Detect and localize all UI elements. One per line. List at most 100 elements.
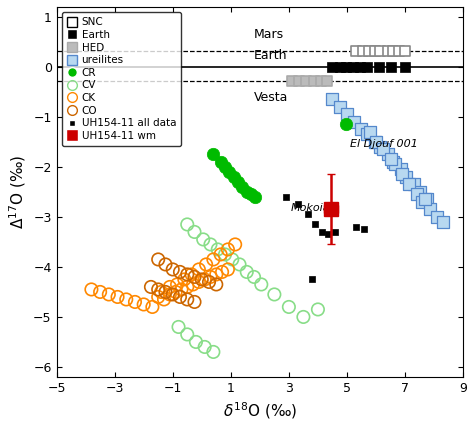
Point	[406, 181, 413, 188]
Point	[364, 131, 371, 138]
Point	[212, 271, 220, 278]
Point	[257, 281, 265, 288]
Point	[352, 223, 359, 230]
Point	[361, 226, 368, 233]
Point	[183, 283, 191, 290]
Point	[295, 77, 303, 84]
Y-axis label: $\Delta^{17}$O (‰): $\Delta^{17}$O (‰)	[7, 155, 27, 229]
Text: Mokoia: Mokoia	[291, 203, 330, 213]
Point	[183, 271, 191, 278]
Point	[423, 196, 430, 203]
Point	[230, 173, 237, 180]
Point	[207, 273, 214, 280]
Point	[352, 48, 359, 54]
Point	[358, 126, 365, 133]
X-axis label: $\delta^{18}$O (‰): $\delta^{18}$O (‰)	[223, 400, 297, 421]
Point	[288, 77, 296, 84]
Point	[350, 119, 358, 125]
Point	[328, 96, 336, 103]
Point	[155, 294, 162, 300]
Point	[210, 348, 217, 355]
Point	[140, 301, 147, 308]
Point	[191, 298, 198, 305]
Point	[234, 178, 242, 185]
Point	[397, 166, 404, 173]
Point	[366, 128, 374, 135]
Point	[302, 77, 310, 84]
Point	[387, 156, 394, 163]
Point	[169, 266, 176, 273]
Point	[282, 193, 290, 200]
Point	[224, 246, 232, 253]
Point	[189, 281, 197, 288]
Point	[342, 63, 349, 70]
Point	[349, 63, 356, 70]
Point	[356, 63, 364, 70]
Point	[250, 273, 258, 280]
Point	[181, 276, 188, 283]
Point	[247, 191, 255, 198]
Point	[195, 279, 203, 285]
Point	[375, 63, 383, 70]
Point	[398, 171, 406, 178]
Point	[205, 279, 213, 285]
Point	[166, 283, 173, 290]
Point	[219, 268, 226, 275]
Point	[198, 276, 206, 283]
Point	[403, 173, 410, 180]
Point	[365, 48, 373, 54]
Point	[252, 193, 259, 200]
Point	[380, 146, 387, 153]
Point	[188, 271, 195, 278]
Point	[228, 256, 236, 263]
Point	[176, 294, 184, 300]
Point	[304, 211, 311, 218]
Point	[160, 296, 168, 303]
Text: Mars: Mars	[254, 28, 284, 41]
Point	[149, 303, 156, 310]
Point	[224, 266, 232, 273]
Point	[226, 169, 233, 175]
Point	[191, 229, 198, 235]
Point	[390, 158, 397, 165]
Point	[371, 139, 378, 146]
Point	[294, 201, 301, 208]
Point	[201, 344, 209, 351]
Point	[271, 291, 278, 298]
Point	[390, 48, 397, 54]
Point	[285, 303, 292, 310]
Point	[391, 161, 399, 168]
Point	[195, 266, 203, 273]
Point	[359, 48, 367, 54]
Point	[96, 288, 104, 295]
Point	[162, 288, 169, 295]
Point	[433, 214, 441, 220]
Point	[217, 158, 224, 165]
Point	[192, 339, 200, 345]
Point	[387, 63, 394, 70]
Point	[183, 331, 191, 338]
Point	[88, 286, 95, 293]
Point	[343, 111, 351, 118]
Point	[236, 261, 243, 268]
Point	[105, 291, 113, 298]
Point	[178, 286, 185, 293]
Point	[401, 63, 409, 70]
Point	[175, 324, 182, 330]
Point	[201, 276, 209, 283]
Point	[183, 296, 191, 303]
Point	[131, 298, 139, 305]
Point	[310, 77, 318, 84]
Point	[221, 163, 229, 170]
Point	[324, 231, 332, 238]
Point	[210, 256, 217, 263]
Point	[401, 48, 409, 54]
Point	[384, 48, 392, 54]
Point	[114, 294, 121, 300]
Point	[157, 288, 165, 295]
Point	[238, 184, 246, 190]
Point	[217, 251, 224, 258]
Point	[323, 77, 330, 84]
Point	[426, 206, 434, 213]
Point	[311, 221, 319, 228]
